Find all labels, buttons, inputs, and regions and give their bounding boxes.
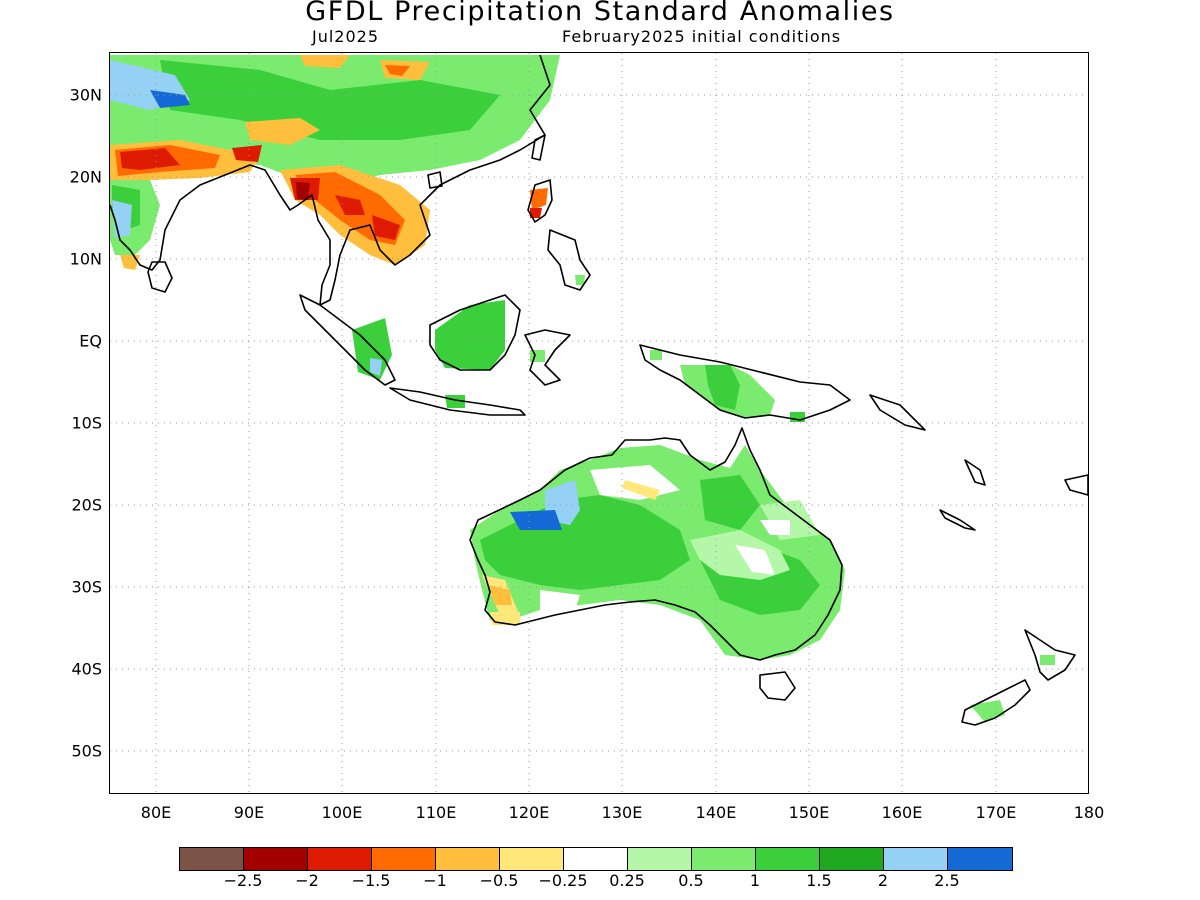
- lon-label: 80E: [140, 803, 172, 822]
- lat-label: 20S: [71, 495, 102, 515]
- lon-label: 160E: [881, 803, 923, 822]
- legend-swatch: [372, 848, 436, 870]
- lat-label: 10S: [71, 413, 102, 433]
- legend-swatch: [500, 848, 564, 870]
- lon-label: 90E: [233, 803, 265, 822]
- lat-label: 50S: [71, 741, 102, 761]
- legend-swatch: [564, 848, 628, 870]
- legend-swatch: [948, 848, 1012, 870]
- anomaly-shading: [110, 55, 1055, 722]
- lon-label: 140E: [695, 803, 737, 822]
- legend-tick-label: −1.5: [351, 871, 391, 890]
- lon-label: 110E: [415, 803, 457, 822]
- legend-swatch: [884, 848, 948, 870]
- legend-tick-label: 0.25: [609, 871, 645, 890]
- lon-label: 100E: [321, 803, 363, 822]
- legend-tick-label: 1: [749, 871, 761, 890]
- grid-lines: [110, 53, 1088, 793]
- lon-label: 170E: [975, 803, 1017, 822]
- legend-swatch: [244, 848, 308, 870]
- legend-swatch: [628, 848, 692, 870]
- legend-tick-label: −2.5: [223, 871, 263, 890]
- init-conditions-label: February2025 initial conditions: [562, 27, 842, 46]
- color-legend: [179, 847, 1013, 871]
- legend-tick-label: −0.25: [538, 871, 588, 890]
- legend-swatch: [756, 848, 820, 870]
- legend-swatch: [180, 848, 244, 870]
- lat-label: 30N: [69, 85, 102, 105]
- lat-label: 10N: [69, 249, 102, 269]
- legend-tick-label: −2: [295, 871, 319, 890]
- valid-month-label: Jul2025: [312, 27, 380, 46]
- lon-label: 130E: [601, 803, 643, 822]
- legend-tick-label: 2.5: [934, 871, 960, 890]
- lat-label: 30S: [71, 577, 102, 597]
- lon-label: 120E: [508, 803, 550, 822]
- legend-swatch: [820, 848, 884, 870]
- coastlines: [109, 54, 1089, 726]
- legend-tick-label: 1.5: [806, 871, 832, 890]
- lon-label: 180: [1073, 803, 1105, 822]
- legend-tick-label: −1: [423, 871, 447, 890]
- lon-label: 150E: [788, 803, 830, 822]
- lat-label: EQ: [79, 331, 102, 351]
- lat-label: 40S: [71, 659, 102, 679]
- lat-label: 20N: [69, 167, 102, 187]
- legend-tick-label: 2: [877, 871, 889, 890]
- legend-tick-label: 0.5: [678, 871, 704, 890]
- legend-swatch: [692, 848, 756, 870]
- legend-tick-label: −0.5: [479, 871, 519, 890]
- map-frame: [109, 52, 1089, 794]
- legend-swatch: [436, 848, 500, 870]
- legend-swatch: [308, 848, 372, 870]
- map-title: GFDL Precipitation Standard Anomalies: [305, 0, 895, 27]
